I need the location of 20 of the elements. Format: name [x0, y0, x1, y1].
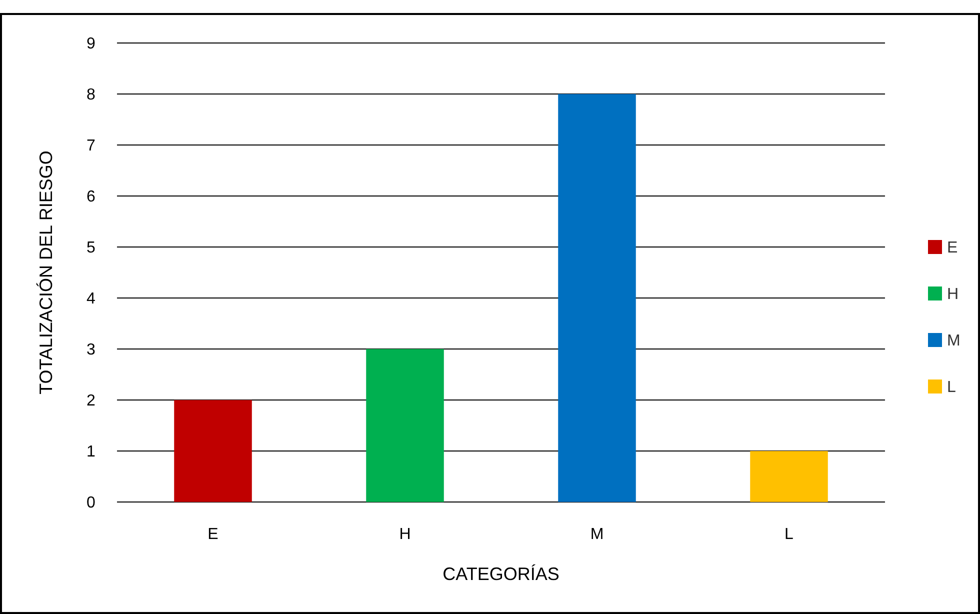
y-tick-label: 8: [86, 86, 96, 104]
y-tick-label: 1: [86, 444, 96, 461]
y-tick-label: 6: [86, 188, 96, 206]
y-tick-label: 7: [86, 138, 96, 155]
y-tick-label: 3: [86, 342, 96, 359]
y-tick-label: 0: [86, 494, 96, 512]
y-tick-label: 9: [86, 36, 96, 53]
x-tick-label: M: [590, 526, 604, 543]
x-tick-label: L: [784, 526, 794, 543]
legend-label: M: [947, 332, 960, 350]
x-tick-label: E: [208, 526, 218, 543]
y-tick-label: 5: [86, 240, 96, 257]
y-tick-label: 4: [86, 290, 96, 308]
legend-label: H: [947, 286, 959, 304]
x-tick-label: H: [399, 526, 411, 543]
legend-label: E: [947, 240, 958, 257]
y-tick-label: 2: [86, 392, 96, 410]
legend-label: L: [947, 379, 956, 396]
y-axis-title: TOTALIZACIÓN DEL RIESGO: [36, 150, 56, 394]
x-axis-title: CATEGORÍAS: [442, 564, 560, 584]
